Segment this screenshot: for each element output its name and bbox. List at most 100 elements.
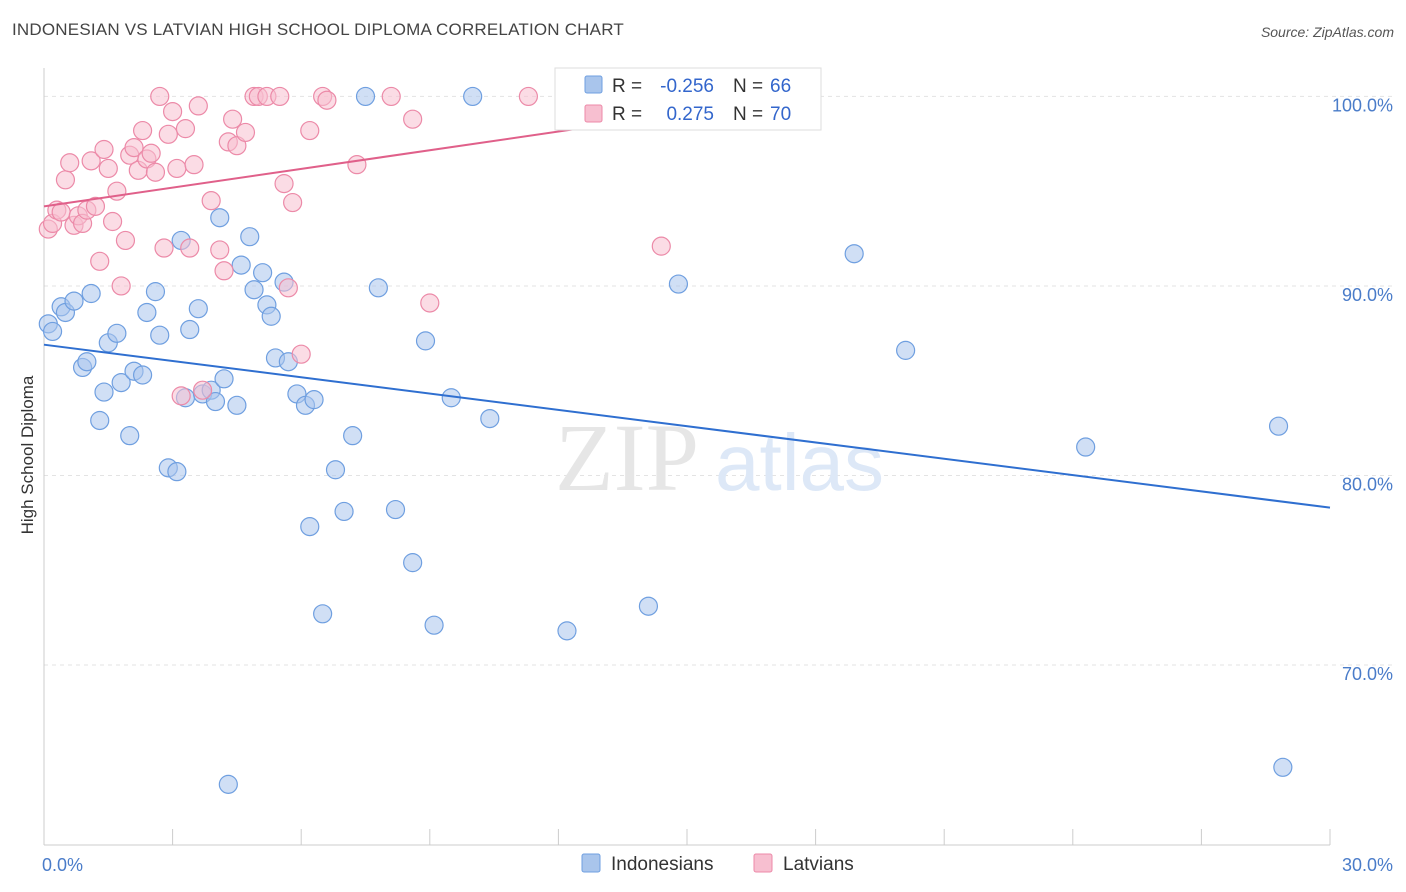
- legend-swatch-indonesians: [584, 75, 603, 94]
- legend-r-value-1: -0.256: [660, 76, 714, 97]
- point-latvians-55: [347, 155, 367, 175]
- point-latvians-14: [98, 158, 118, 179]
- point-latvians-34: [184, 155, 204, 175]
- point-latvians-22: [132, 120, 153, 141]
- point-indonesians-62: [844, 244, 864, 264]
- point-indonesians-54: [424, 615, 444, 635]
- point-indonesians-56: [463, 86, 483, 107]
- point-latvians-10: [81, 151, 101, 171]
- legend-r-label-1: R =: [612, 76, 642, 97]
- point-latvians-37: [201, 191, 221, 211]
- point-indonesians-11: [107, 323, 127, 343]
- point-indonesians-31: [227, 395, 247, 415]
- x-tick-label-min: 0.0%: [42, 855, 83, 875]
- point-latvians-24: [141, 143, 161, 163]
- point-latvians-13: [94, 139, 114, 160]
- point-latvians-51: [291, 344, 311, 364]
- y-tick-label-1: 90.0%: [1342, 285, 1393, 305]
- series-legend-label-indonesians: Indonesians: [611, 854, 713, 875]
- y-tick-label-0: 100.0%: [1332, 95, 1393, 115]
- point-indonesians-29: [214, 369, 234, 389]
- point-latvians-38: [210, 240, 230, 260]
- point-indonesians-30: [218, 774, 238, 794]
- point-indonesians-43: [300, 517, 320, 537]
- point-latvians-5: [60, 153, 80, 173]
- point-indonesians-13: [120, 426, 140, 446]
- point-indonesians-4: [64, 291, 84, 311]
- watermark: ZIP atlas: [555, 404, 884, 511]
- point-latvians-15: [102, 211, 123, 232]
- point-indonesians-50: [368, 278, 388, 298]
- point-indonesians-46: [325, 460, 346, 480]
- point-latvians-20: [124, 137, 144, 158]
- point-indonesians-24: [188, 299, 208, 319]
- point-latvians-26: [150, 86, 170, 107]
- chart-title: INDONESIAN VS LATVIAN HIGH SCHOOL DIPLOM…: [12, 20, 624, 39]
- legend-swatch-latvians: [584, 104, 603, 123]
- point-latvians-49: [278, 278, 298, 298]
- point-latvians-54: [317, 90, 337, 110]
- point-indonesians-58: [557, 621, 577, 641]
- legend-n-value-1: 66: [770, 76, 791, 97]
- point-indonesians-1: [42, 321, 63, 342]
- y-tick-labels: 100.0% 90.0% 80.0% 70.0%: [1332, 95, 1393, 684]
- point-indonesians-20: [167, 462, 187, 482]
- point-latvians-59: [518, 86, 538, 107]
- point-indonesians-7: [81, 283, 101, 304]
- point-latvians-36: [193, 380, 213, 400]
- series-legend-swatch-latvians: [753, 853, 773, 873]
- point-indonesians-28: [210, 208, 230, 228]
- point-latvians-18: [115, 230, 136, 251]
- point-latvians-28: [158, 124, 178, 144]
- point-indonesians-16: [137, 302, 157, 323]
- point-indonesians-48: [343, 426, 363, 446]
- y-axis-label: High School Diploma: [18, 375, 37, 534]
- point-latvians-17: [111, 276, 131, 296]
- point-indonesians-23: [180, 319, 200, 340]
- point-indonesians-63: [896, 340, 916, 360]
- point-latvians-12: [90, 251, 110, 271]
- point-latvians-47: [270, 86, 290, 107]
- point-indonesians-47: [334, 501, 354, 522]
- point-indonesians-8: [90, 410, 110, 431]
- point-latvians-39: [214, 261, 234, 281]
- point-indonesians-35: [253, 263, 273, 283]
- point-latvians-48: [274, 174, 294, 194]
- point-latvians-61: [651, 236, 671, 256]
- series-legend-label-latvians: Latvians: [783, 854, 854, 875]
- point-indonesians-6: [77, 352, 97, 372]
- point-latvians-32: [175, 119, 196, 139]
- point-indonesians-51: [385, 499, 406, 520]
- point-latvians-43: [235, 122, 256, 143]
- point-indonesians-45: [313, 604, 333, 624]
- chart-source: Source: ZipAtlas.com: [1260, 24, 1394, 40]
- point-indonesians-60: [638, 596, 659, 616]
- watermark-atlas: atlas: [715, 418, 884, 507]
- legend-n-value-2: 70: [770, 104, 791, 125]
- point-indonesians-32: [231, 255, 251, 275]
- point-latvians-52: [300, 120, 320, 141]
- legend-r-value-2: 0.275: [666, 104, 714, 125]
- trend-line-indonesians: [43, 343, 1331, 509]
- point-latvians-41: [223, 109, 243, 129]
- point-indonesians-61: [668, 274, 689, 294]
- point-latvians-35: [188, 96, 208, 116]
- point-indonesians-37: [261, 306, 281, 326]
- point-indonesians-12: [111, 372, 131, 393]
- point-indonesians-49: [355, 86, 376, 107]
- x-tick-label-max: 30.0%: [1342, 855, 1393, 875]
- correlation-legend: R = -0.256 N = 66 R = 0.275 N = 70: [554, 67, 822, 131]
- watermark-zip: ZIP: [555, 404, 699, 511]
- legend-r-label-2: R =: [612, 104, 642, 125]
- point-indonesians-53: [415, 331, 436, 351]
- x-tick-marks: [43, 829, 1331, 845]
- point-latvians-30: [167, 158, 187, 179]
- y-tick-label-3: 70.0%: [1342, 664, 1393, 684]
- point-latvians-31: [171, 386, 191, 406]
- y-tick-label-2: 80.0%: [1342, 474, 1393, 494]
- point-indonesians-64: [1076, 437, 1096, 457]
- point-latvians-27: [154, 238, 174, 258]
- point-indonesians-33: [240, 227, 260, 247]
- series-legend: Indonesians Latvians: [581, 853, 854, 875]
